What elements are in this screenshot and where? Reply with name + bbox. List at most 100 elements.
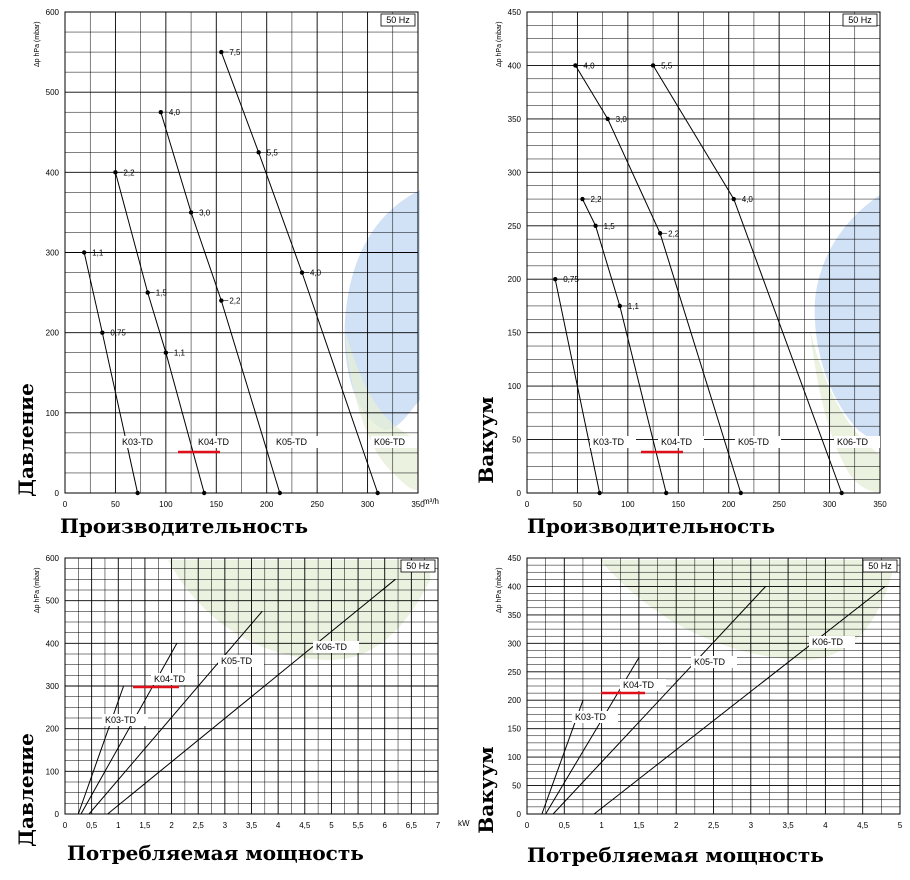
y-tick-label: 0 (55, 489, 60, 498)
series-line-K05-TD (88, 610, 263, 815)
data-point (375, 490, 380, 496)
series-line-K06-TD (593, 586, 886, 815)
y-tick-label: 200 (46, 725, 60, 734)
y-axis-title: Вакуум (474, 746, 498, 833)
x-tick-label: 4 (276, 821, 281, 830)
series-label-K05-TD: K05-TD (738, 437, 770, 447)
point-label: 1,5 (604, 222, 616, 231)
data-point (100, 330, 105, 335)
data-point (81, 250, 87, 255)
x-tick-label: 5 (329, 821, 334, 830)
y-tick-label: 600 (46, 554, 60, 563)
series-label-K06-TD: K06-TD (374, 437, 406, 447)
data-point (219, 49, 224, 55)
x-tick-label: 0,5 (86, 821, 98, 830)
data-point (145, 290, 150, 295)
y-tick-label: 350 (508, 115, 522, 124)
x-tick-label: 150 (672, 500, 686, 509)
x-tick-label: 1,5 (633, 821, 645, 830)
x-tick-label: 100 (159, 500, 173, 509)
y-tick-label: 400 (46, 639, 60, 648)
data-point (617, 303, 622, 309)
x-tick-label: 4 (823, 821, 828, 830)
y-tick-label: 250 (508, 222, 522, 231)
y-tick-label: 50 (512, 436, 521, 445)
y-tick-label: 500 (46, 88, 60, 97)
point-label: 0,75 (110, 329, 126, 338)
series-label-bg (151, 673, 197, 685)
y-tick-label: 400 (46, 168, 60, 177)
plot-frame (64, 557, 439, 815)
x-unit-label: kW (458, 819, 470, 828)
y-tick-label: 300 (46, 249, 60, 258)
x-tick-label: 2,5 (193, 821, 205, 830)
series-label-bg (119, 436, 165, 448)
series-label-K03-TD: K03-TD (593, 437, 625, 447)
data-point (113, 170, 118, 175)
y-axis-title: Давление (14, 383, 38, 497)
y-tick-label: 0 (55, 810, 60, 819)
series-label-bg (371, 436, 417, 448)
x-tick-label: 6,5 (406, 821, 418, 830)
x-tick-label: 0,5 (559, 821, 571, 830)
point-label: 5,5 (661, 61, 673, 70)
x-tick-label: 0 (525, 500, 530, 509)
y-tick-label: 500 (46, 597, 60, 606)
point-label: 1,5 (156, 289, 168, 298)
point-label: 3,0 (199, 208, 211, 217)
x-tick-label: 0 (63, 500, 68, 509)
series-label-K05-TD: K05-TD (221, 656, 253, 666)
y-tick-label: 300 (46, 682, 60, 691)
y-tick-label: 150 (508, 725, 522, 734)
series-label-bg (691, 656, 737, 668)
x-axis-title: Потребляемая мощность (527, 843, 824, 867)
series-line-K03-TD (77, 685, 125, 815)
x-tick-label: 250 (310, 500, 324, 509)
x-tick-label: 50 (111, 500, 120, 509)
y-tick-label: 450 (508, 8, 522, 17)
x-tick-label: 4,5 (299, 821, 311, 830)
series-line-K04-TD (114, 172, 205, 494)
data-point (219, 298, 224, 303)
x-unit-label: m³/h (423, 497, 439, 506)
tint-area (168, 560, 430, 660)
point-label: 7,5 (229, 48, 241, 57)
x-tick-label: 1,5 (139, 821, 151, 830)
frequency-label: 50 Hz (406, 561, 430, 571)
x-tick-label: 3 (749, 821, 754, 830)
tint-area (600, 560, 895, 660)
chart-vacuum-flow: 0 50 100 150 200 250 300 350 400 450 0 50 100 150 200 2… (474, 8, 887, 538)
y-axis-caption: Δp hPa (mbar) (496, 567, 503, 613)
tint-area (810, 330, 880, 492)
data-point (573, 63, 578, 68)
frequency-box (380, 13, 416, 27)
data-point (663, 490, 669, 496)
series-line-K04-TD (582, 198, 667, 494)
y-tick-label: 200 (46, 329, 60, 338)
series-label-K05-TD: K05-TD (694, 657, 726, 667)
data-point (201, 490, 207, 496)
x-tick-label: 200 (260, 500, 274, 509)
data-point (135, 490, 140, 496)
series-label-K06-TD: K06-TD (316, 642, 348, 652)
chart-pressure-power: 0 100 200 300 400 500 600 0 0,5 1 1,5 2 2,5 3 3,5 4 4,5 5… (14, 554, 470, 865)
y-axis-caption: Δp hPa (mbar) (34, 21, 41, 67)
x-tick-label: 150 (210, 500, 224, 509)
point-label: 4,0 (742, 195, 754, 204)
plot-frame (526, 557, 901, 815)
series-label-K04-TD: K04-TD (198, 437, 230, 447)
x-tick-label: 2 (674, 821, 679, 830)
series-label-K03-TD: K03-TD (122, 437, 154, 447)
x-tick-label: 300 (823, 500, 837, 509)
y-tick-label: 100 (46, 409, 60, 418)
y-tick-label: 450 (508, 554, 522, 563)
series-label-bg (313, 641, 359, 653)
data-point (738, 490, 744, 496)
data-point (839, 490, 844, 496)
data-point (597, 490, 602, 496)
point-label: 4,0 (583, 61, 595, 70)
series-label-bg (218, 655, 264, 667)
point-label: 1,1 (628, 302, 640, 311)
y-tick-label: 100 (46, 767, 60, 776)
y-tick-label: 200 (508, 275, 522, 284)
